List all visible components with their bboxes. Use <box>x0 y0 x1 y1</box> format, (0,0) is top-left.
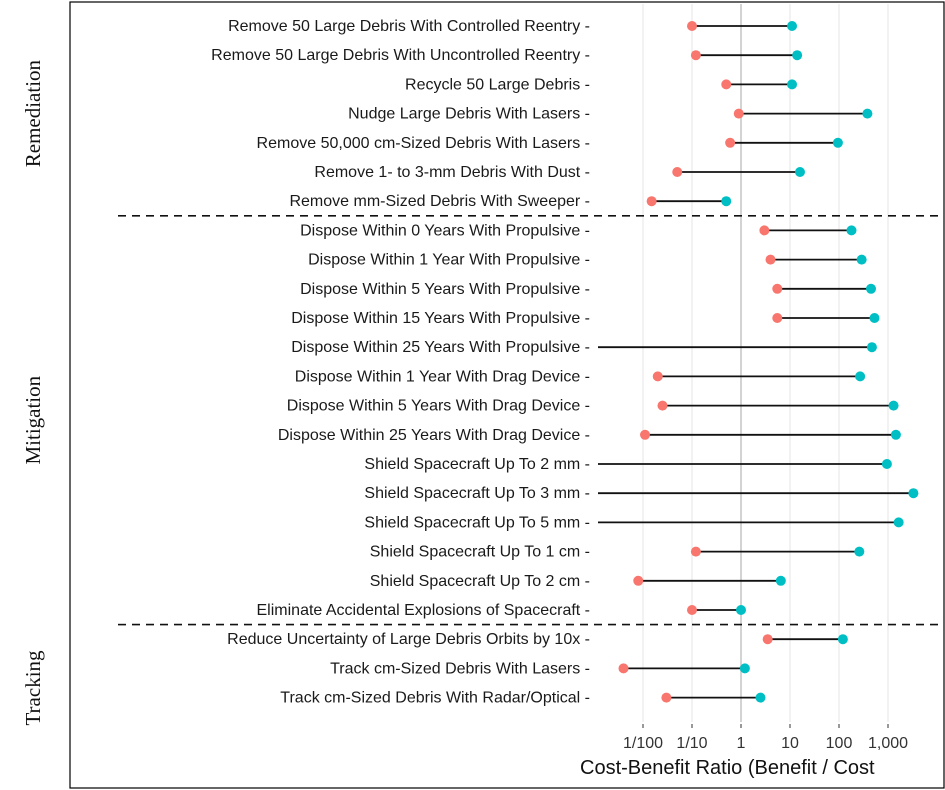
category-label: Eliminate Accidental Explosions of Space… <box>257 602 591 619</box>
high-point <box>775 575 786 586</box>
category-label: Dispose Within 15 Years With Propulsive … <box>291 310 590 327</box>
category-label: Shield Spacecraft Up To 3 mm - <box>364 485 590 502</box>
category-label: Shield Spacecraft Up To 5 mm - <box>364 514 590 531</box>
low-point <box>661 692 672 703</box>
low-point <box>633 575 644 586</box>
group-separators <box>118 215 944 626</box>
low-point <box>725 137 736 148</box>
category-label: Dispose Within 5 Years With Drag Device … <box>287 398 590 415</box>
high-point <box>755 692 766 703</box>
low-point <box>733 108 744 119</box>
category-label: Dispose Within 25 Years With Propulsive … <box>291 339 590 356</box>
high-point <box>837 634 848 645</box>
high-point <box>739 663 750 674</box>
category-label: Remove 1- to 3-mm Debris With Dust - <box>314 164 590 181</box>
high-point <box>736 605 746 615</box>
low-point <box>652 371 663 382</box>
category-label: Remove 50,000 cm-Sized Debris With Laser… <box>257 135 590 152</box>
high-point <box>893 517 904 528</box>
x-tick-label: 10 <box>781 735 799 752</box>
low-point <box>690 546 701 557</box>
high-point <box>881 459 892 469</box>
low-point <box>687 605 697 615</box>
group-labels: Remediation Mitigation Tracking <box>21 59 45 725</box>
low-point <box>618 663 629 674</box>
high-point <box>888 400 899 411</box>
category-label: Shield Spacecraft Up To 2 mm - <box>364 456 590 473</box>
category-label: Dispose Within 5 Years With Propulsive - <box>300 281 590 298</box>
low-point <box>690 50 701 61</box>
group-label-remediation: Remediation <box>21 59 45 167</box>
category-label: Recycle 50 Large Debris - <box>405 76 590 93</box>
high-point <box>862 108 873 119</box>
high-point <box>890 429 901 440</box>
x-ticks: 1/100 1/10 1 10 100 1,000 <box>623 724 908 752</box>
category-label: Remove mm-Sized Debris With Sweeper - <box>289 193 590 210</box>
high-point <box>855 371 866 382</box>
high-point <box>856 254 867 265</box>
high-point <box>721 196 732 207</box>
plot-border <box>69 1 945 789</box>
category-label: Remove 50 Large Debris With Uncontrolled… <box>211 47 590 64</box>
x-tick-label: 1/10 <box>676 735 707 752</box>
high-point <box>908 488 919 499</box>
low-point <box>762 634 773 645</box>
high-point <box>854 546 865 557</box>
low-point <box>687 21 697 31</box>
category-label: Dispose Within 1 Year With Propulsive - <box>308 252 590 269</box>
category-label: Dispose Within 0 Years With Propulsive - <box>300 222 590 239</box>
high-point <box>846 225 857 236</box>
high-point <box>795 167 806 177</box>
dumbbells <box>598 21 919 703</box>
group-label-mitigation: Mitigation <box>21 375 45 464</box>
low-point <box>759 225 770 236</box>
x-tick-label: 1/100 <box>623 735 663 752</box>
high-point <box>792 50 803 61</box>
high-point <box>866 342 877 353</box>
high-point <box>869 313 880 323</box>
panel <box>69 1 945 789</box>
category-label: Track cm-Sized Debris With Radar/Optical… <box>280 690 590 707</box>
x-tick-label: 1 <box>737 735 746 752</box>
category-label: Dispose Within 1 Year With Drag Device - <box>295 368 590 385</box>
low-point <box>765 254 776 265</box>
low-point <box>672 167 683 177</box>
low-point <box>772 283 783 294</box>
category-label: Shield Spacecraft Up To 1 cm - <box>370 544 590 561</box>
high-point <box>787 79 798 90</box>
high-point <box>866 283 877 294</box>
low-point <box>646 196 657 207</box>
category-labels: Remove 50 Large Debris With Controlled R… <box>211 18 590 707</box>
category-label: Nudge Large Debris With Lasers - <box>348 106 590 123</box>
x-tick-label: 100 <box>826 735 853 752</box>
category-label: Track cm-Sized Debris With Lasers - <box>330 660 590 677</box>
low-point <box>721 79 732 90</box>
low-point <box>772 313 783 323</box>
group-label-tracking: Tracking <box>21 650 45 726</box>
gridlines <box>642 4 889 722</box>
category-label: Remove 50 Large Debris With Controlled R… <box>228 18 590 35</box>
high-point <box>787 21 798 31</box>
low-point <box>657 400 668 411</box>
category-label: Reduce Uncertainty of Large Debris Orbit… <box>227 631 590 648</box>
x-tick-label: 1,000 <box>868 735 908 752</box>
low-point <box>640 429 651 440</box>
category-label: Dispose Within 25 Years With Drag Device… <box>278 427 590 444</box>
category-label: Shield Spacecraft Up To 2 cm - <box>370 573 590 590</box>
x-axis-title: Cost-Benefit Ratio (Benefit / Cost <box>580 757 875 779</box>
high-point <box>832 137 843 148</box>
